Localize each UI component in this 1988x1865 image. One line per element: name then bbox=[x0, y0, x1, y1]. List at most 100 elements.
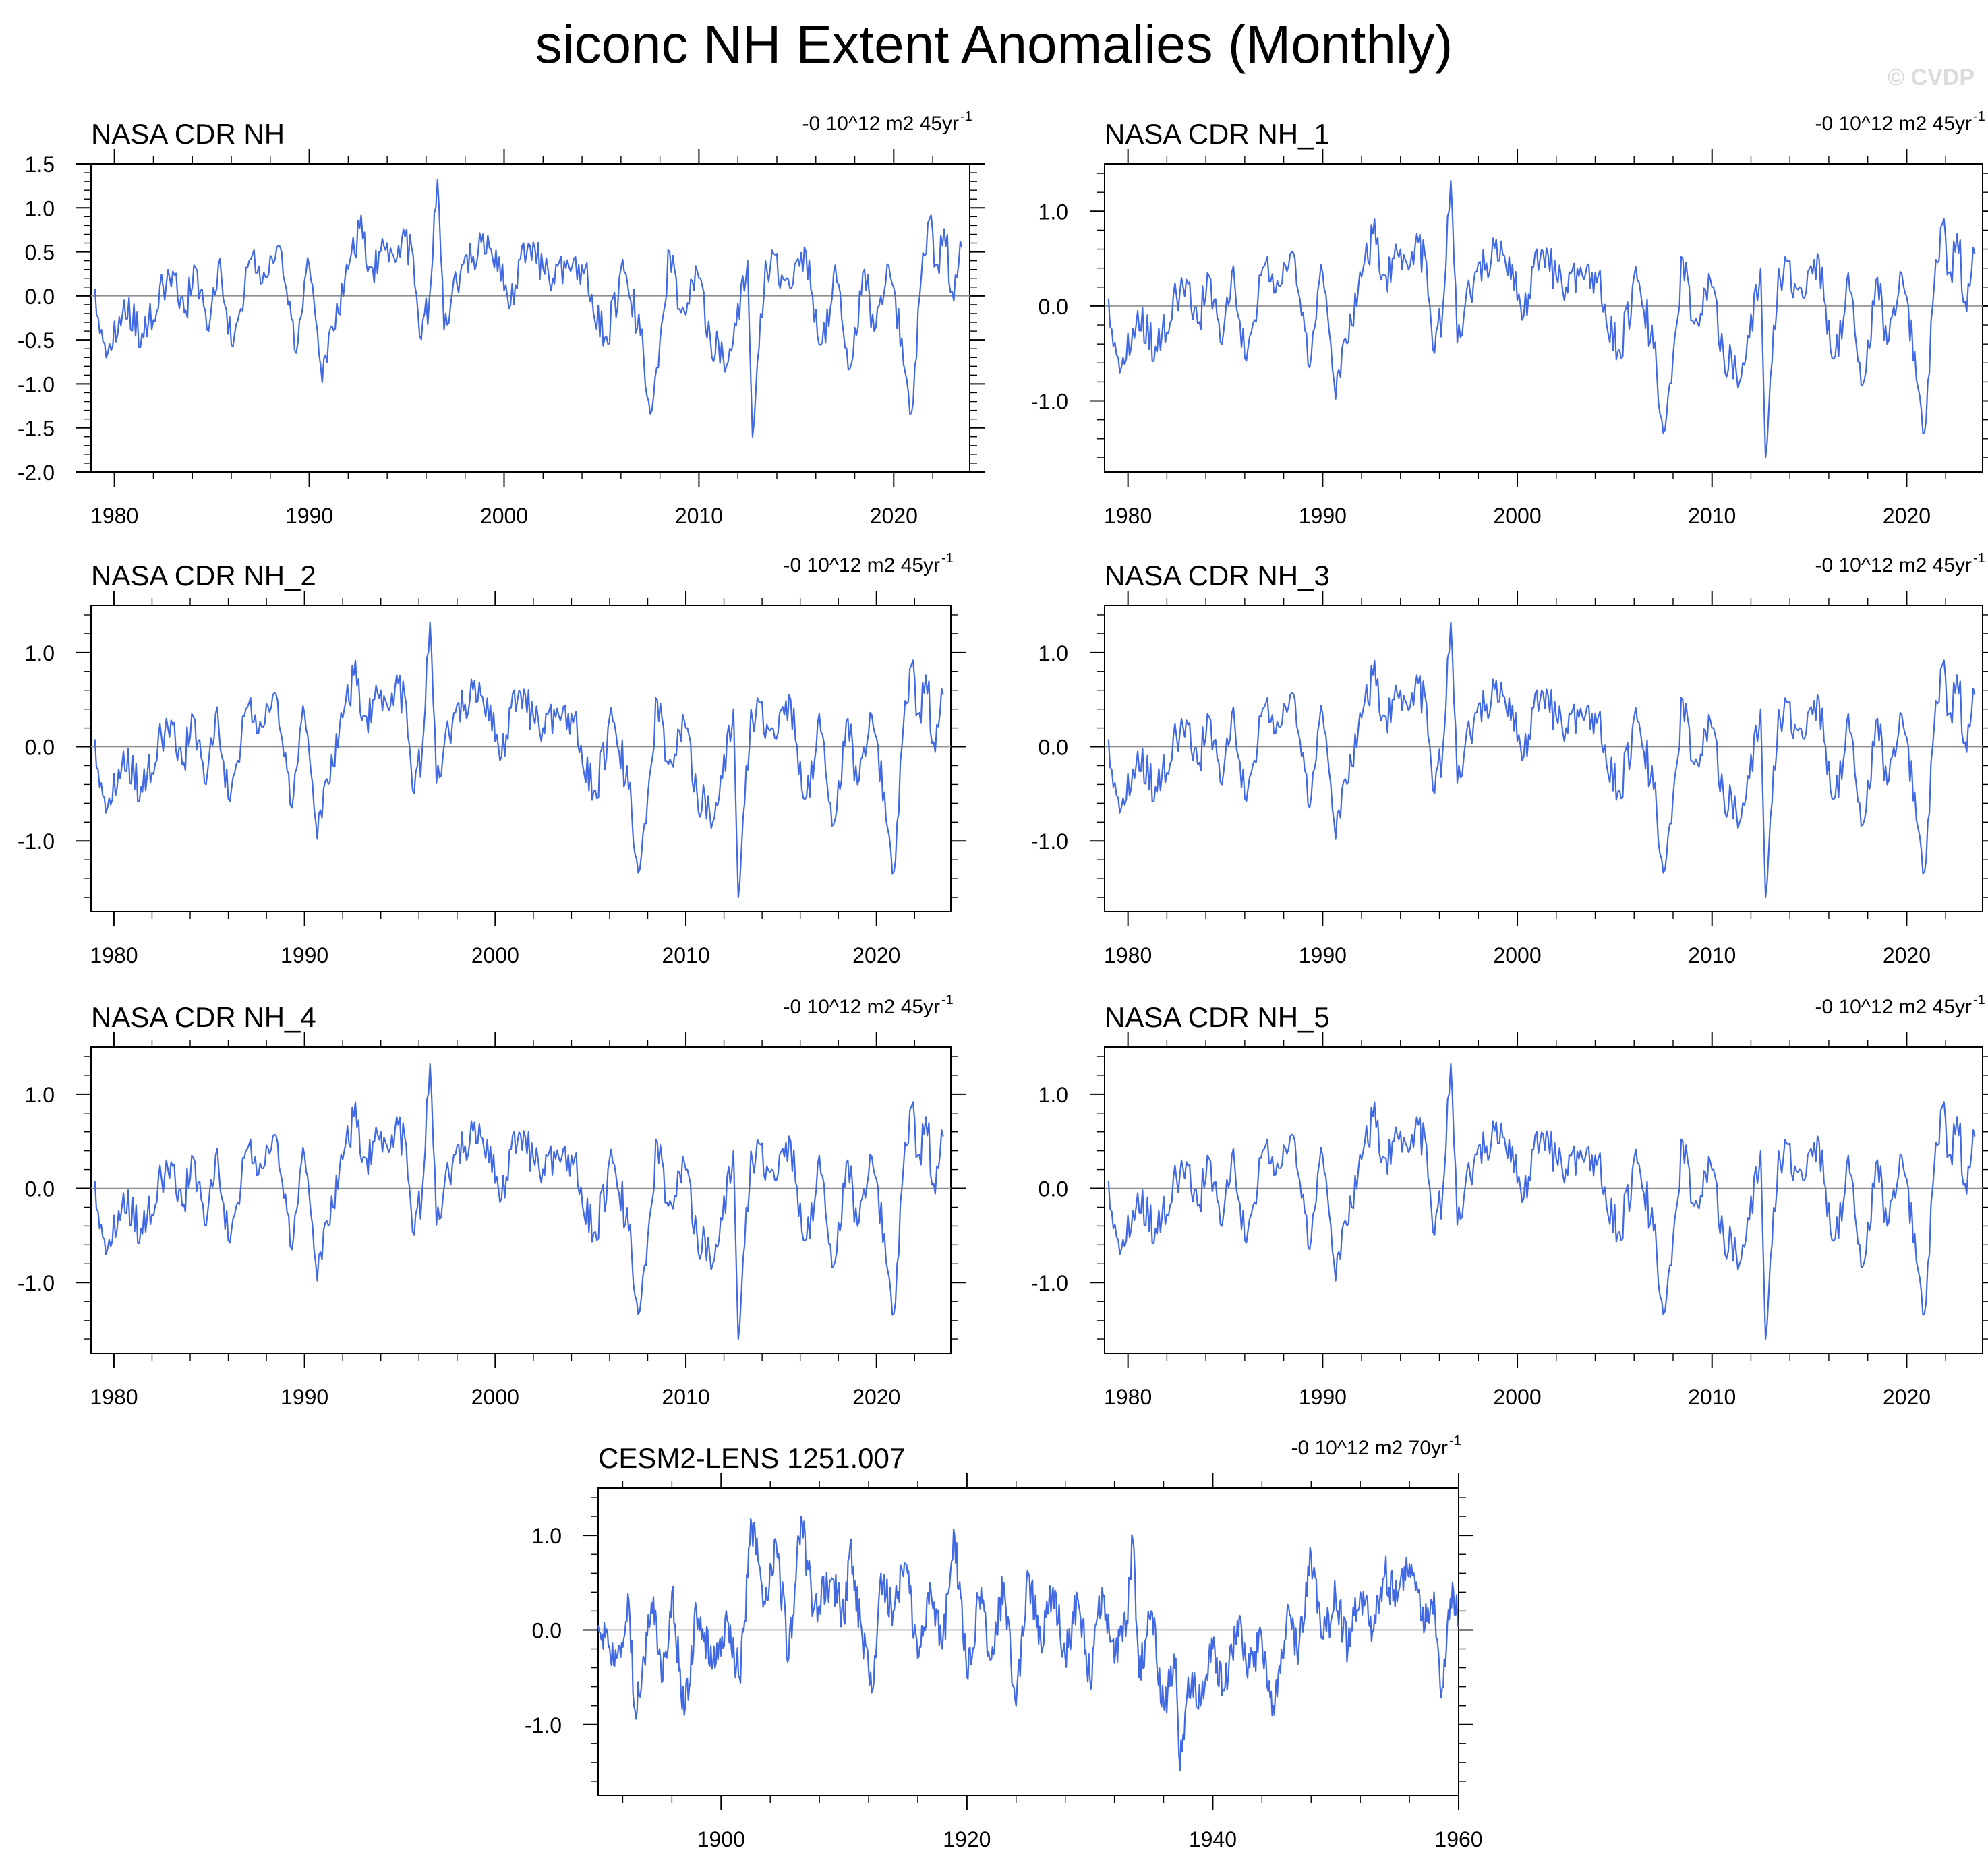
x-tick-label: 2000 bbox=[471, 943, 519, 968]
series-line bbox=[1107, 621, 1976, 899]
x-tick-label: 1900 bbox=[697, 1827, 745, 1852]
page-title: siconc NH Extent Anomalies (Monthly) bbox=[535, 14, 1453, 74]
y-tick-label: 1.0 bbox=[25, 196, 55, 220]
trend-exponent: -1 bbox=[1973, 993, 1985, 1007]
x-tick-label: 1990 bbox=[1299, 504, 1347, 528]
trend-exponent: -1 bbox=[941, 993, 954, 1007]
panel-title: NASA CDR NH_1 bbox=[1105, 118, 1330, 150]
y-tick-label: -1.0 bbox=[18, 372, 55, 396]
x-tick-label: 2020 bbox=[852, 943, 900, 968]
y-tick-label: 1.0 bbox=[25, 1083, 55, 1107]
x-tick-label: 2010 bbox=[675, 504, 723, 528]
trend-label: -0 10^12 m2 70yr bbox=[1291, 1437, 1448, 1459]
x-tick-label: 1920 bbox=[943, 1827, 991, 1852]
series-line bbox=[597, 1516, 1459, 1771]
chart-panel-6: NASA CDR NH_5 -0 10^12 m2 45yr -1 1.0 0.0 -1.… bbox=[1031, 993, 1988, 1409]
x-tick-label: 2020 bbox=[1883, 1385, 1931, 1409]
trend-label: -0 10^12 m2 45yr bbox=[1815, 113, 1972, 135]
panel-title: NASA CDR NH_5 bbox=[1105, 1001, 1330, 1033]
x-tick-label: 2000 bbox=[1493, 1385, 1541, 1409]
y-tick-label: 0.5 bbox=[25, 241, 55, 265]
x-tick-label: 2020 bbox=[1883, 504, 1931, 528]
x-tick-label: 2010 bbox=[1688, 1385, 1736, 1409]
panel-title: NASA CDR NH_3 bbox=[1105, 560, 1330, 591]
panel-title: NASA CDR NH_2 bbox=[91, 560, 316, 591]
x-tick-label: 2000 bbox=[471, 1385, 519, 1409]
x-tick-label: 2010 bbox=[662, 1385, 709, 1409]
y-tick-label: -1.0 bbox=[18, 1271, 55, 1295]
y-tick-label: 0.0 bbox=[1039, 295, 1068, 319]
y-tick-label: -1.0 bbox=[1031, 1271, 1068, 1295]
x-tick-label: 1940 bbox=[1189, 1827, 1237, 1852]
x-tick-label: 1990 bbox=[285, 504, 333, 528]
chart-panel-3: NASA CDR NH_2 -0 10^12 m2 45yr -1 1.0 0.0 -1.… bbox=[18, 551, 966, 968]
x-tick-label: 1980 bbox=[90, 943, 138, 968]
x-tick-label: 2010 bbox=[1688, 943, 1736, 968]
series-line bbox=[94, 179, 963, 438]
x-tick-label: 1960 bbox=[1434, 1827, 1482, 1852]
plot-frame bbox=[1104, 605, 1983, 912]
chart-panel-2: NASA CDR NH_1 -0 10^12 m2 45yr -1 1.0 0.0 -1.… bbox=[1031, 109, 1988, 528]
trend-exponent: -1 bbox=[1449, 1433, 1461, 1448]
x-tick-label: 1980 bbox=[1104, 1385, 1152, 1409]
x-tick-label: 2020 bbox=[852, 1385, 900, 1409]
plot-frame bbox=[597, 1487, 1459, 1796]
y-tick-label: 0.0 bbox=[25, 736, 55, 760]
y-tick-label: 1.0 bbox=[25, 641, 55, 665]
y-tick-label: 0.0 bbox=[1039, 1177, 1068, 1202]
plot-frame bbox=[90, 605, 952, 912]
x-tick-label: 1980 bbox=[1104, 504, 1152, 528]
y-tick-label: 1.5 bbox=[25, 152, 55, 177]
y-tick-label: 1.0 bbox=[1039, 641, 1068, 665]
y-tick-label: -1.0 bbox=[525, 1713, 562, 1738]
chart-panel-4: NASA CDR NH_3 -0 10^12 m2 45yr -1 1.0 0.0 -1.… bbox=[1031, 551, 1988, 968]
y-tick-label: -2.0 bbox=[18, 461, 55, 485]
copyright-watermark: © CVDP bbox=[1888, 65, 1975, 90]
y-tick-label: 0.0 bbox=[25, 1177, 55, 1202]
x-tick-label: 1990 bbox=[1299, 943, 1347, 968]
x-tick-label: 1990 bbox=[281, 1385, 328, 1409]
series-line bbox=[94, 1063, 944, 1340]
y-tick-label: 1.0 bbox=[1039, 1083, 1068, 1107]
x-tick-label: 2010 bbox=[662, 943, 709, 968]
panel-title: CESM2-LENS 1251.007 bbox=[598, 1442, 905, 1474]
x-tick-label: 2000 bbox=[480, 504, 528, 528]
series-line bbox=[94, 621, 944, 899]
trend-exponent: -1 bbox=[1973, 551, 1985, 566]
chart-panel-1: NASA CDR NH -0 10^12 m2 45yr -1 1.5 1.0 0.5 0.… bbox=[18, 109, 985, 528]
trend-label: -0 10^12 m2 45yr bbox=[783, 554, 940, 576]
x-tick-label: 1980 bbox=[90, 504, 138, 528]
y-tick-label: -1.0 bbox=[1031, 829, 1068, 854]
chart-panel-5: NASA CDR NH_4 -0 10^12 m2 45yr -1 1.0 0.0 -1.… bbox=[18, 993, 966, 1409]
plot-frame bbox=[90, 163, 970, 473]
plot-frame bbox=[90, 1046, 952, 1354]
trend-exponent: -1 bbox=[941, 551, 954, 566]
x-tick-label: 2010 bbox=[1688, 504, 1736, 528]
x-tick-label: 1980 bbox=[1104, 943, 1152, 968]
y-tick-label: 0.0 bbox=[25, 285, 55, 309]
y-tick-label: -1.0 bbox=[1031, 390, 1068, 414]
y-tick-label: -0.5 bbox=[18, 328, 55, 353]
y-tick-label: 1.0 bbox=[532, 1524, 562, 1548]
x-tick-label: 1980 bbox=[90, 1385, 138, 1409]
x-tick-label: 1990 bbox=[1299, 1385, 1347, 1409]
panel-title: NASA CDR NH bbox=[91, 118, 285, 150]
y-tick-label: 0.0 bbox=[1039, 736, 1068, 760]
x-tick-label: 2020 bbox=[1883, 943, 1931, 968]
trend-exponent: -1 bbox=[1973, 109, 1985, 124]
series-line bbox=[1107, 1063, 1976, 1340]
y-tick-label: -1.0 bbox=[18, 829, 55, 854]
trend-exponent: -1 bbox=[960, 109, 972, 124]
plot-frame bbox=[1104, 163, 1983, 473]
trend-label: -0 10^12 m2 45yr bbox=[783, 996, 940, 1018]
y-tick-label: 0.0 bbox=[532, 1618, 562, 1642]
trend-label: -0 10^12 m2 45yr bbox=[1815, 996, 1972, 1018]
y-tick-label: 1.0 bbox=[1039, 200, 1068, 224]
y-tick-label: -1.5 bbox=[18, 417, 55, 441]
chart-panel-7: CESM2-LENS 1251.007 -0 10^12 m2 70yr -1 1.0… bbox=[525, 1433, 1483, 1852]
series-line bbox=[1107, 179, 1976, 458]
x-tick-label: 2000 bbox=[1493, 943, 1541, 968]
trend-label: -0 10^12 m2 45yr bbox=[802, 113, 959, 135]
trend-label: -0 10^12 m2 45yr bbox=[1815, 554, 1972, 576]
